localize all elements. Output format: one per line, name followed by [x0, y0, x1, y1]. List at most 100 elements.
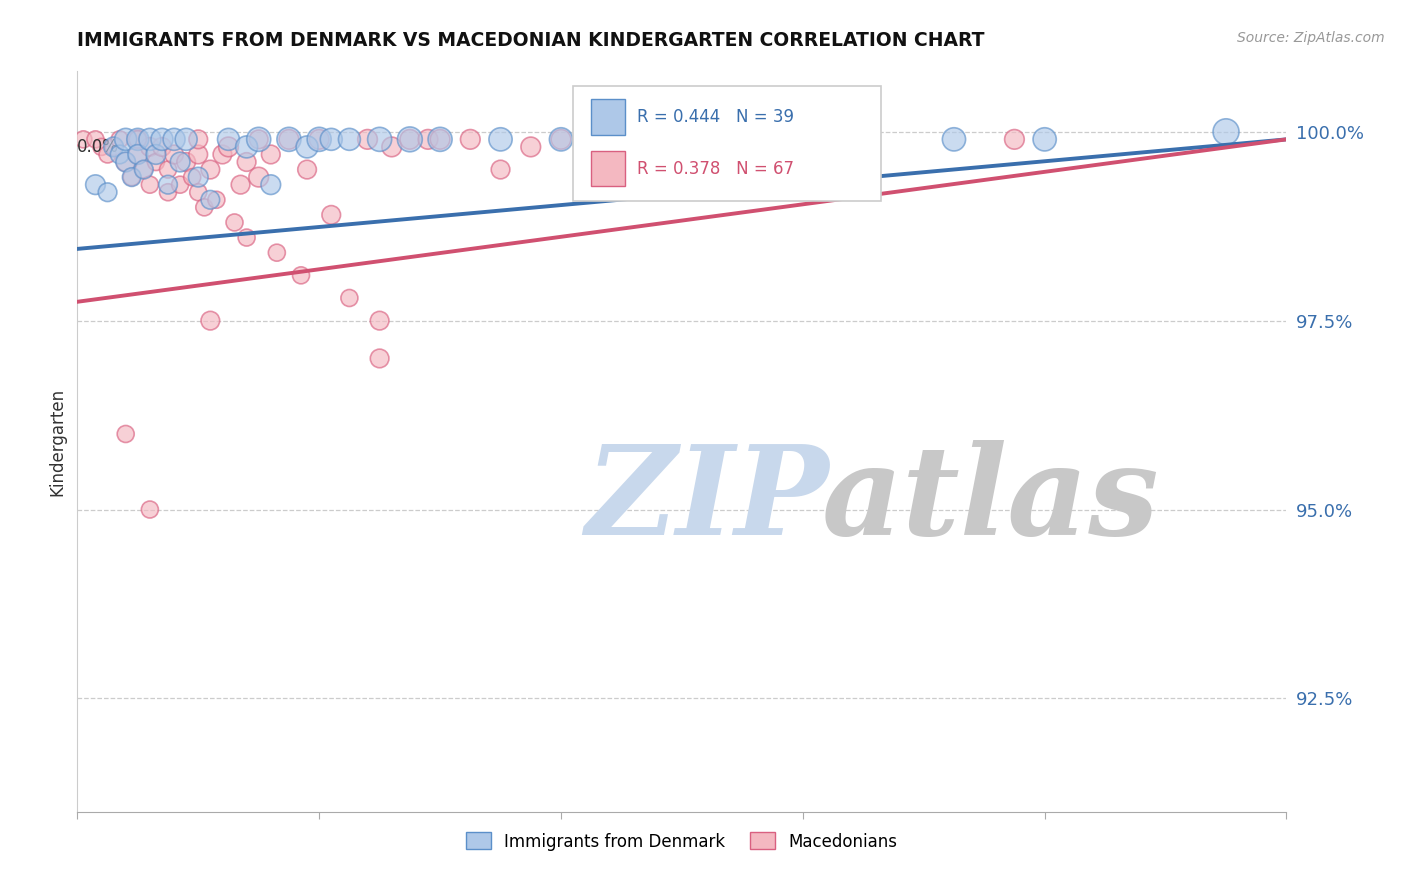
Point — [174, 155, 197, 169]
Point — [84, 132, 107, 146]
Text: atlas: atlas — [821, 440, 1159, 562]
Point — [114, 132, 136, 146]
Point — [181, 170, 204, 185]
Point — [139, 502, 162, 516]
Point — [157, 178, 180, 192]
Point — [139, 140, 162, 154]
Point — [399, 132, 422, 146]
Point — [145, 155, 167, 169]
Point — [610, 132, 633, 146]
Point — [114, 155, 136, 169]
Point — [96, 147, 118, 161]
Point — [942, 132, 965, 146]
Point — [211, 147, 233, 161]
Point — [205, 193, 228, 207]
Point — [163, 132, 186, 146]
Point — [1033, 132, 1056, 146]
Point — [114, 155, 136, 169]
Point — [139, 132, 162, 146]
Point — [127, 147, 149, 161]
Point — [731, 132, 754, 146]
Point — [127, 132, 149, 146]
Point — [169, 155, 191, 169]
Point — [368, 351, 391, 366]
Point — [247, 132, 270, 146]
Point — [132, 162, 155, 177]
Point — [278, 132, 301, 146]
Text: 0.0%: 0.0% — [77, 138, 120, 156]
Point — [356, 132, 378, 146]
Point — [671, 132, 693, 146]
Bar — [592, 99, 626, 135]
Point — [108, 132, 131, 146]
Point — [429, 132, 451, 146]
Y-axis label: Kindergarten: Kindergarten — [48, 387, 66, 496]
Point — [108, 147, 131, 161]
Point — [792, 132, 814, 146]
Point — [610, 132, 633, 146]
Point — [121, 170, 143, 185]
Text: ZIP: ZIP — [585, 440, 830, 562]
Point — [792, 132, 814, 146]
Point — [187, 147, 209, 161]
Point — [429, 132, 451, 146]
Point — [132, 162, 155, 177]
Point — [266, 245, 288, 260]
Point — [610, 132, 633, 146]
Point — [90, 140, 112, 154]
Point — [145, 147, 167, 161]
Point — [150, 132, 173, 146]
FancyBboxPatch shape — [574, 87, 882, 201]
Point — [260, 178, 283, 192]
Point — [247, 132, 270, 146]
Bar — [592, 151, 626, 186]
Point — [489, 132, 512, 146]
Point — [127, 132, 149, 146]
Text: Source: ZipAtlas.com: Source: ZipAtlas.com — [1237, 31, 1385, 45]
Point — [157, 186, 180, 200]
Point — [235, 140, 257, 154]
Point — [235, 155, 257, 169]
Point — [1215, 125, 1237, 139]
Point — [121, 170, 143, 185]
Point — [337, 291, 360, 305]
Point — [84, 178, 107, 192]
Point — [520, 140, 543, 154]
Point — [218, 132, 240, 146]
Point — [187, 170, 209, 185]
Point — [174, 132, 197, 146]
Point — [550, 132, 572, 146]
Point — [200, 313, 222, 327]
Point — [187, 132, 209, 146]
Point — [702, 132, 724, 146]
Point — [399, 132, 422, 146]
Point — [295, 140, 318, 154]
Point — [229, 178, 252, 192]
Text: R = 0.378   N = 67: R = 0.378 N = 67 — [637, 160, 794, 178]
Point — [278, 132, 301, 146]
Point — [295, 162, 318, 177]
Point — [308, 132, 330, 146]
Point — [224, 215, 246, 229]
Point — [368, 313, 391, 327]
Point — [1004, 132, 1026, 146]
Point — [139, 178, 162, 192]
Point — [260, 147, 283, 161]
Point — [157, 162, 180, 177]
Point — [163, 147, 186, 161]
Text: R = 0.444   N = 39: R = 0.444 N = 39 — [637, 108, 794, 126]
Point — [290, 268, 312, 283]
Point — [218, 140, 240, 154]
Point — [368, 132, 391, 146]
Point — [127, 132, 149, 146]
Text: IMMIGRANTS FROM DENMARK VS MACEDONIAN KINDERGARTEN CORRELATION CHART: IMMIGRANTS FROM DENMARK VS MACEDONIAN KI… — [77, 31, 984, 50]
Point — [321, 132, 343, 146]
Legend: Immigrants from Denmark, Macedonians: Immigrants from Denmark, Macedonians — [458, 824, 905, 859]
Point — [103, 140, 125, 154]
Point — [641, 132, 664, 146]
Point — [200, 162, 222, 177]
Point — [731, 132, 754, 146]
Point — [337, 132, 360, 146]
Point — [581, 132, 603, 146]
Point — [550, 132, 572, 146]
